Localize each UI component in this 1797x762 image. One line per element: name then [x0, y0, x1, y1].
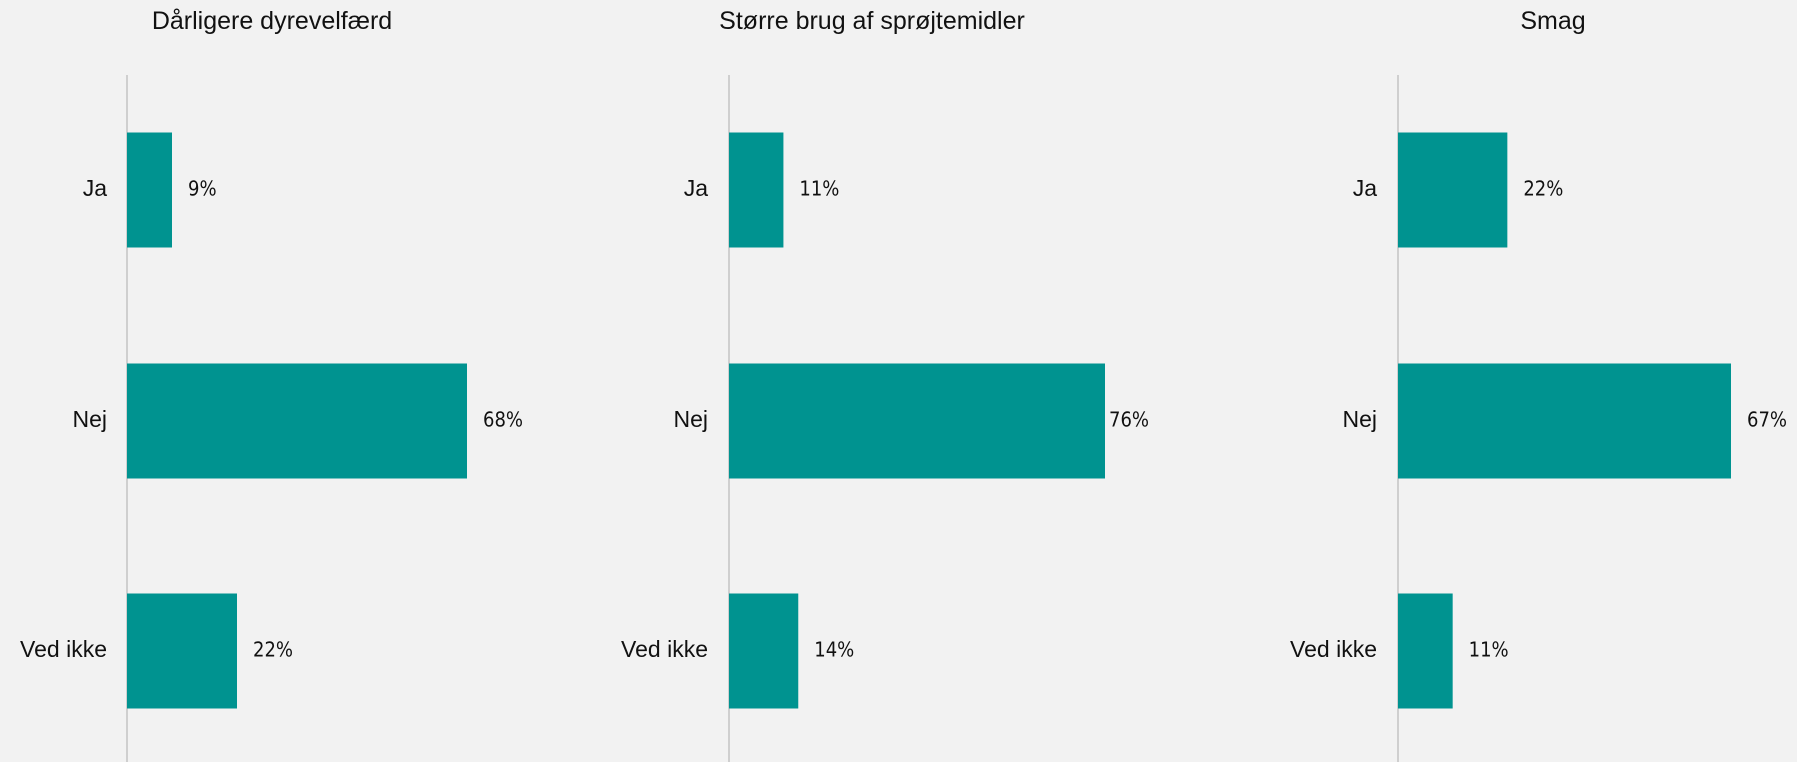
chart-title: Smag — [1520, 7, 1585, 35]
category-label: Nej — [72, 406, 107, 432]
category-label: Ja — [83, 175, 108, 201]
category-label: Ved ikke — [621, 636, 708, 662]
chart-title: Dårligere dyrevelfærd — [152, 7, 392, 35]
value-label: 22% — [253, 638, 293, 662]
category-label: Ja — [1353, 175, 1378, 201]
chart-panel-2: Større brug af sprøjtemidler Ja 11% Nej 76% V… — [621, 7, 1149, 762]
category-label: Nej — [673, 406, 708, 432]
value-label: 68% — [483, 408, 523, 432]
bar-ved-ikke — [127, 593, 237, 709]
bar-ja — [729, 132, 784, 248]
chart-panel-1: Dårligere dyrevelfærd Ja 9% Nej 68% Ved ikke 2… — [20, 7, 523, 762]
category-label: Ved ikke — [20, 636, 107, 662]
category-label: Ved ikke — [1290, 636, 1377, 662]
chart-title: Større brug af sprøjtemidler — [719, 7, 1025, 35]
bar-nej — [729, 363, 1105, 479]
category-label: Ja — [684, 175, 709, 201]
value-label: 67% — [1747, 408, 1787, 432]
bar-nej — [1398, 363, 1731, 479]
value-label: 76% — [1109, 408, 1149, 432]
value-label: 9% — [188, 177, 217, 201]
bar-ved-ikke — [1398, 593, 1453, 709]
bar-ja — [1398, 132, 1508, 248]
bar-ja — [127, 132, 172, 248]
bar-ved-ikke — [729, 593, 799, 709]
value-label: 14% — [814, 638, 854, 662]
value-label: 11% — [799, 177, 839, 201]
category-label: Nej — [1342, 406, 1377, 432]
bar-nej — [127, 363, 467, 479]
value-label: 11% — [1469, 638, 1509, 662]
chart-panel-3: Smag Ja 22% Nej 67% Ved ikke 11% — [1290, 7, 1787, 762]
value-label: 22% — [1523, 177, 1563, 201]
